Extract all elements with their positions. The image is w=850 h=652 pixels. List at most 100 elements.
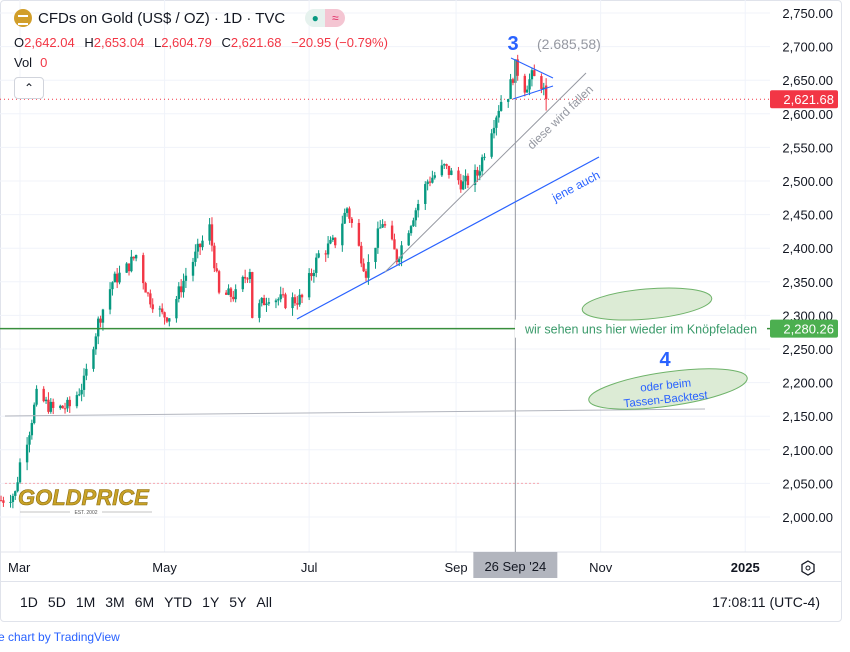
- candle-body: [146, 292, 150, 294]
- candle-body: [533, 70, 536, 77]
- candle-body: [113, 273, 116, 283]
- candle-body: [161, 308, 164, 313]
- timezone-clock[interactable]: 17:08:11 (UTC-4): [712, 594, 820, 610]
- candle-body: [293, 297, 297, 304]
- candle-body: [30, 423, 34, 436]
- candle-body: [127, 263, 131, 272]
- candle-body: [163, 312, 166, 318]
- triangle-lower-line: [512, 85, 554, 100]
- candle-body: [296, 303, 299, 305]
- gray-trendline-text: diese wird fallen: [524, 82, 596, 152]
- candle-body: [208, 224, 211, 241]
- range-5d[interactable]: 5D: [47, 594, 66, 610]
- candle-body: [450, 170, 453, 175]
- candle-body: [28, 435, 31, 445]
- range-all[interactable]: All: [256, 594, 272, 610]
- candle-body: [243, 276, 247, 279]
- y-tick-label: 2,600.00: [782, 107, 833, 122]
- candle-body: [184, 275, 188, 281]
- candle-body: [398, 258, 401, 263]
- candle-body: [348, 208, 351, 219]
- candle-body: [232, 296, 235, 300]
- candle-body: [99, 318, 102, 323]
- chevron-up-icon: ⌃: [23, 81, 35, 95]
- range-1y[interactable]: 1Y: [202, 594, 220, 610]
- range-6m[interactable]: 6M: [134, 594, 155, 610]
- candle-body: [130, 256, 133, 272]
- candle-body: [499, 101, 503, 111]
- tradingview-credit-link[interactable]: e chart by TradingView: [0, 630, 120, 644]
- candle-body: [241, 276, 244, 290]
- candle-body: [483, 156, 486, 158]
- open-label: O: [14, 35, 25, 50]
- candle-body: [393, 239, 396, 250]
- candle-body: [97, 318, 100, 337]
- candle-body: [142, 255, 145, 284]
- candle-body: [395, 249, 399, 263]
- candle-body: [507, 99, 510, 102]
- price-chart[interactable]: 2,750.00 2,700.00 2,650.00 2,600.00 2,550.00…: [0, 0, 850, 622]
- candle-body: [445, 164, 448, 166]
- range-ytd[interactable]: YTD: [164, 594, 193, 610]
- range-5y[interactable]: 5Y: [229, 594, 247, 610]
- candle-body: [307, 273, 311, 298]
- candle-body: [476, 169, 479, 176]
- y-tick-label: 2,000.00: [782, 510, 833, 525]
- candle-body: [544, 85, 548, 100]
- gear-icon[interactable]: [801, 560, 815, 576]
- candle-body: [523, 75, 527, 93]
- y-tick-label: 2,650.00: [782, 73, 833, 88]
- candle-body: [284, 294, 287, 309]
- candle-body: [310, 273, 313, 277]
- candle-body: [525, 89, 529, 93]
- last-price-tag-bg: [770, 90, 838, 109]
- candle-body: [407, 233, 410, 246]
- candle-body: [433, 175, 436, 178]
- range-1m[interactable]: 1M: [75, 594, 96, 610]
- candle-body: [317, 253, 320, 258]
- candle-body: [201, 240, 204, 248]
- toolbar-divider: [0, 581, 842, 582]
- candle-body: [61, 405, 64, 409]
- candle-body: [144, 283, 147, 293]
- status-badges[interactable]: ● ≈: [305, 9, 346, 27]
- symbol-title[interactable]: CFDs on Gold (US$ / OZ) · 1D · TVC: [38, 9, 286, 27]
- y-tick-label: 2,700.00: [782, 40, 833, 55]
- candle-body: [210, 224, 214, 246]
- candle-body: [217, 271, 221, 293]
- range-3m[interactable]: 3M: [105, 594, 125, 610]
- candle-body: [326, 243, 330, 255]
- candle-body: [151, 304, 154, 310]
- close-value: 2,621.68: [230, 35, 282, 50]
- market-open-dot-icon[interactable]: ●: [305, 9, 326, 27]
- high-label: H: [84, 35, 94, 50]
- candle-body: [497, 110, 500, 118]
- gold-symbol-logo-icon: [14, 9, 32, 27]
- candle-body: [274, 300, 278, 303]
- candle-body: [542, 87, 545, 90]
- candle-body: [51, 401, 55, 408]
- open-value: 2,642.04: [24, 35, 75, 50]
- candle-body: [196, 243, 199, 252]
- candle-body: [345, 208, 349, 213]
- range-1d[interactable]: 1D: [20, 594, 38, 610]
- collapse-legend-button[interactable]: ⌃: [14, 77, 44, 99]
- target-ellipse-upper: [581, 287, 713, 321]
- y-tick-label: 2,450.00: [782, 208, 833, 223]
- candle-body: [0, 500, 3, 502]
- candle-body: [118, 272, 121, 283]
- candle-body: [341, 223, 344, 246]
- candle-body: [85, 368, 88, 376]
- symbol-legend: CFDs on Gold (US$ / OZ) · 1D · TVC ● ≈: [14, 9, 346, 27]
- candle-body: [466, 175, 470, 186]
- delayed-data-icon[interactable]: ≈: [325, 9, 346, 27]
- candle-body: [80, 389, 83, 395]
- y-tick-label: 2,400.00: [782, 241, 833, 256]
- y-tick-label: 2,200.00: [782, 376, 833, 391]
- candle-body: [248, 272, 252, 279]
- candle-body: [409, 226, 413, 234]
- candle-body: [168, 318, 171, 322]
- candle-body: [364, 271, 368, 278]
- candle-body: [390, 225, 394, 240]
- candle-body: [267, 302, 271, 304]
